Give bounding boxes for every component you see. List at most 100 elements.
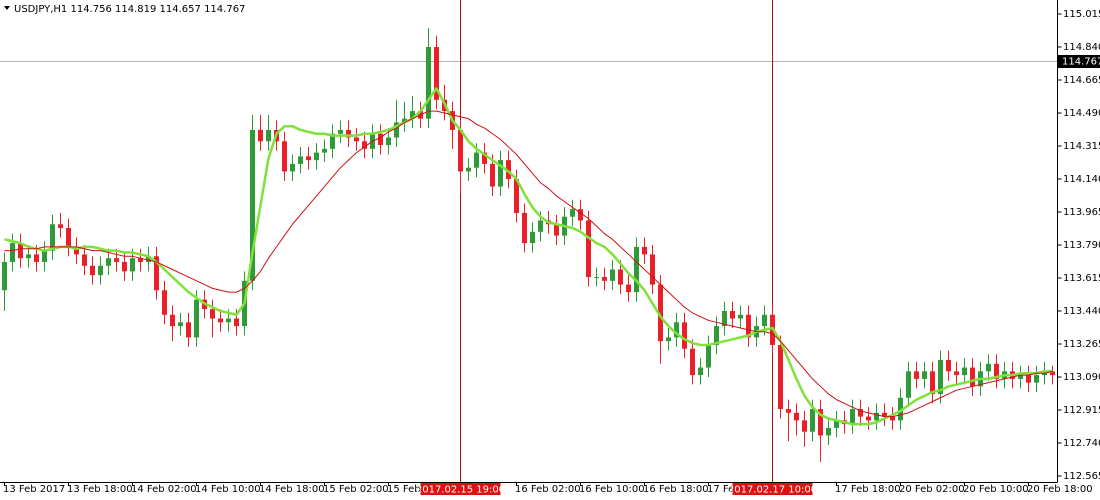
candle-body: [210, 309, 215, 319]
candle-body: [698, 367, 703, 376]
x-tick-label: 17 Feb 18:00: [835, 484, 901, 495]
candle-body: [514, 179, 519, 213]
candle-body: [18, 243, 23, 259]
candle-body: [746, 314, 751, 338]
candle-body: [154, 256, 159, 291]
candle-body: [618, 269, 623, 285]
x-tick-label: 16 Feb 02:00: [515, 484, 581, 495]
candle-body: [706, 344, 711, 368]
candle-body: [362, 141, 367, 149]
candle-body: [826, 427, 831, 436]
y-tick-label: 113.965: [1063, 207, 1100, 218]
candle-body: [650, 254, 655, 285]
candle-body: [762, 314, 767, 327]
candle-body: [50, 224, 55, 251]
candle-body: [234, 318, 239, 327]
candle-body: [186, 322, 191, 338]
candle-body: [306, 156, 311, 161]
candle-body: [290, 163, 295, 172]
candle-body: [34, 254, 39, 262]
candle-body: [506, 160, 511, 179]
plot-area: [0, 0, 1058, 482]
candle-body: [794, 412, 799, 421]
candle-body: [314, 152, 319, 161]
x-tick-label: 20 Feb 10:00: [963, 484, 1029, 495]
candle-body: [1034, 375, 1039, 383]
candle-body: [594, 277, 599, 279]
moving-average-line: [4, 87, 1053, 426]
y-tick-label: 114.140: [1063, 174, 1100, 185]
candle-body: [570, 209, 575, 217]
candle-body: [282, 141, 287, 172]
menu-arrow[interactable]: [4, 6, 10, 10]
candle-body: [922, 371, 927, 379]
candle-body: [730, 311, 735, 319]
y-tick-label: 113.090: [1063, 372, 1100, 383]
candle-body: [130, 258, 135, 272]
x-tick-label: 14 Feb 10:00: [195, 484, 261, 495]
candle-body: [258, 129, 263, 142]
candle-body: [114, 258, 119, 262]
y-tick-label: 112.565: [1063, 471, 1100, 482]
candle-body: [538, 220, 543, 232]
candle-body: [426, 47, 431, 119]
candle-body: [458, 129, 463, 172]
candle-body: [490, 163, 495, 187]
x-tick-label: 13 Feb 18:00: [67, 484, 133, 495]
candle-body: [394, 122, 399, 138]
x-tick-label: 14 Feb 02:00: [131, 484, 197, 495]
candle-body: [714, 326, 719, 345]
vertical-line-label: 2017.02.15 19:00: [416, 485, 505, 496]
candle-body: [530, 231, 535, 244]
candle-body: [346, 129, 351, 138]
candle-body: [834, 420, 839, 428]
candle-body: [642, 246, 647, 255]
candle-body: [898, 397, 903, 421]
x-tick-label: 15 Feb 10:00: [387, 484, 453, 495]
candle-body: [378, 133, 383, 146]
candle-body: [690, 348, 695, 376]
candle-body: [994, 363, 999, 379]
candle-body: [482, 152, 487, 164]
candle-body: [90, 265, 95, 276]
candle-body: [986, 363, 991, 372]
candle-body: [58, 224, 63, 229]
candle-body: [578, 209, 583, 221]
x-tick-label: 20 Feb 02:00: [899, 484, 965, 495]
candle-body: [26, 254, 31, 259]
candle-body: [98, 265, 103, 276]
candle-body: [874, 412, 879, 421]
candle-body: [434, 47, 439, 100]
y-tick-label: 113.615: [1063, 273, 1100, 284]
candle-body: [802, 420, 807, 432]
current-price-box: [1058, 55, 1100, 68]
current-price-label: 114.767: [1062, 57, 1100, 68]
candle-body: [146, 256, 151, 262]
candle-body: [410, 111, 415, 119]
candle-body: [402, 118, 407, 123]
x-tick-label: 15 Feb 02:00: [323, 484, 389, 495]
x-tick-label: 20 Feb 18:00: [1027, 484, 1093, 495]
candle-body: [674, 322, 679, 338]
chart-title: USDJPY,H1 114.756 114.819 114.657 114.76…: [14, 4, 245, 15]
candle-body: [354, 137, 359, 142]
candle-body: [946, 360, 951, 372]
candle-body: [970, 367, 975, 387]
x-tick-label: 16 Feb 10:00: [579, 484, 645, 495]
candle-body: [914, 371, 919, 379]
y-tick-label: 112.740: [1063, 438, 1100, 449]
y-tick-label: 114.665: [1063, 75, 1100, 86]
y-tick-label: 113.790: [1063, 240, 1100, 251]
candle-body: [786, 409, 791, 413]
candle-body: [850, 409, 855, 425]
vertical-line-label-box: [420, 483, 501, 495]
candle-body: [106, 258, 111, 266]
candle-body: [330, 133, 335, 149]
candle-body: [810, 409, 815, 432]
candle-body: [10, 243, 15, 262]
candle-body: [66, 228, 71, 247]
candle-body: [818, 409, 823, 436]
candle-body: [610, 269, 615, 281]
